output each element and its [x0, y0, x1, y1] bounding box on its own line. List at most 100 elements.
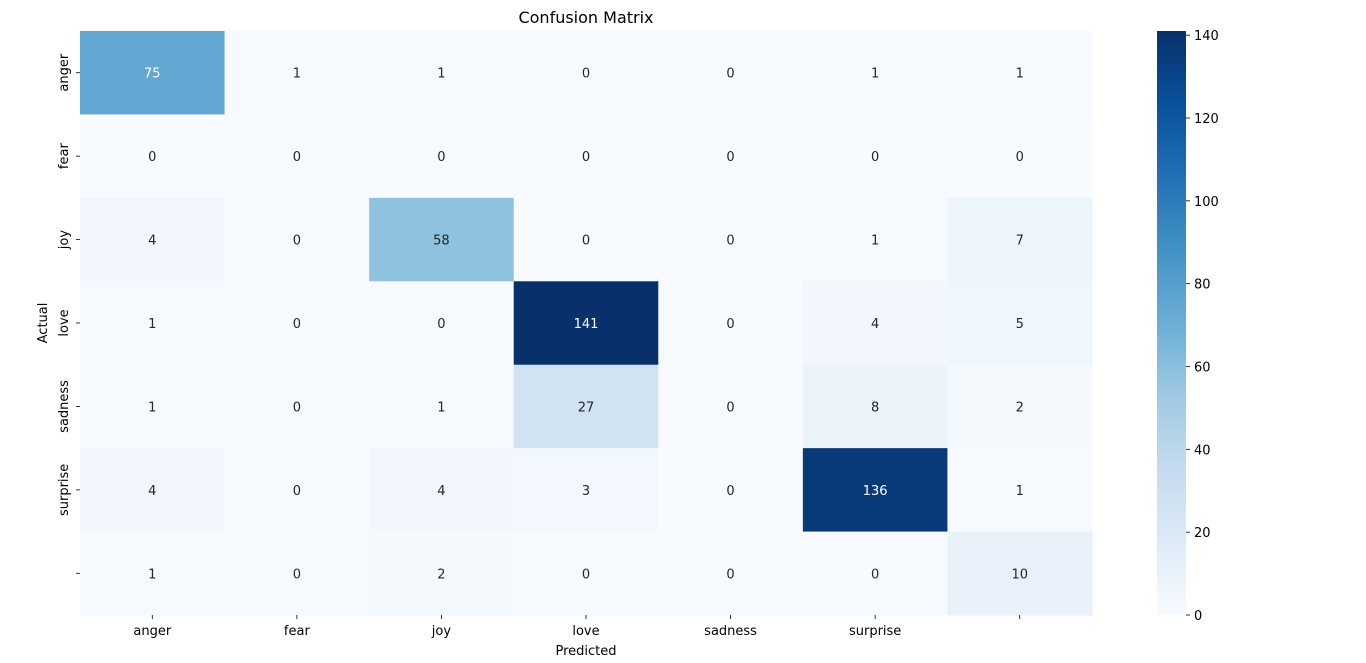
heatmap-cell	[658, 114, 804, 199]
x-tick-label: surprise	[849, 624, 901, 639]
cell-value-label: 0	[293, 150, 301, 165]
heatmap-cell	[224, 531, 370, 616]
cell-value-label: 0	[582, 150, 590, 165]
x-tick-label: sadness	[704, 624, 757, 639]
heatmap-cell	[80, 281, 226, 366]
cell-value-label: 1	[148, 400, 156, 415]
colorbar-ticks: 0 20 40 60 80 100 120 140	[1186, 29, 1219, 624]
heatmap-cell	[513, 197, 659, 282]
x-tick-label: love	[572, 624, 599, 639]
heatmap-cell	[369, 114, 515, 199]
x-axis-label: Predicted	[555, 644, 616, 659]
x-axis-ticks: anger fear joy love sadness surprise	[133, 615, 1021, 639]
heatmap-cell	[947, 31, 1093, 115]
heatmap-cell	[802, 281, 948, 366]
heatmap-cell	[658, 31, 804, 115]
heatmap-cell	[80, 31, 226, 115]
cell-value-label: 0	[871, 567, 879, 582]
heatmap-cell	[224, 281, 370, 366]
cell-value-label: 0	[726, 234, 734, 249]
cell-value-label: 0	[726, 317, 734, 332]
heatmap-cell	[802, 114, 948, 199]
cell-value-label: 0	[293, 234, 301, 249]
heatmap-cell	[369, 197, 515, 282]
heatmap-cells: 75 1 1 0 0 1 10 0 0 0 0 0 04 0 58 0 0 1 71 0 0 141 0 4 51 0 1 27 0 8 2…	[80, 31, 1093, 616]
heatmap-cell	[947, 448, 1093, 533]
cell-value-label: 1	[1016, 484, 1024, 499]
heatmap-cell	[224, 114, 370, 199]
cell-value-label: 1	[437, 400, 445, 415]
cell-value-label: 0	[582, 67, 590, 82]
cell-value-label: 27	[578, 400, 595, 415]
colorbar-tick-label: 0	[1194, 609, 1202, 624]
cell-value-label: 0	[293, 484, 301, 499]
heatmap-cell	[513, 448, 659, 533]
heatmap-cell	[658, 281, 804, 366]
heatmap-cell	[658, 531, 804, 616]
cell-value-label: 4	[871, 317, 879, 332]
cell-value-label: 0	[726, 484, 734, 499]
cell-value-label: 3	[582, 484, 590, 499]
x-tick-label: joy	[431, 624, 452, 639]
cell-value-label: 75	[144, 67, 161, 82]
colorbar	[1157, 31, 1186, 615]
cell-value-label: 8	[871, 400, 879, 415]
heatmap-cell	[513, 31, 659, 115]
heatmap-cell	[80, 448, 226, 533]
cell-value-label: 0	[148, 150, 156, 165]
heatmap-cell	[224, 448, 370, 533]
heatmap-cell	[369, 531, 515, 616]
colorbar-tick-label: 20	[1194, 526, 1211, 541]
heatmap-cell	[80, 114, 226, 199]
cell-value-label: 0	[437, 150, 445, 165]
heatmap-cell	[369, 281, 515, 366]
cell-value-label: 4	[437, 484, 445, 499]
y-axis-ticks: anger fear joy love sadness surprise	[57, 53, 80, 574]
cell-value-label: 4	[148, 484, 156, 499]
y-axis-label: Actual	[36, 303, 51, 344]
heatmap-cell	[658, 197, 804, 282]
y-tick-label: surprise	[57, 464, 72, 516]
y-tick-label: fear	[57, 143, 72, 170]
heatmap-cell	[80, 531, 226, 616]
cell-value-label: 1	[293, 67, 301, 82]
heatmap-cell	[802, 448, 948, 533]
cell-value-label: 0	[293, 317, 301, 332]
y-tick-label: anger	[57, 53, 72, 91]
cell-value-label: 0	[582, 234, 590, 249]
heatmap-cell	[224, 197, 370, 282]
y-tick-label: sadness	[57, 380, 72, 433]
heatmap-cell	[802, 197, 948, 282]
heatmap-cell	[369, 31, 515, 115]
heatmap-cell	[947, 531, 1093, 616]
heatmap-cell	[224, 364, 370, 449]
cell-value-label: 1	[1016, 67, 1024, 82]
cell-value-label: 2	[437, 567, 445, 582]
cell-value-label: 141	[574, 317, 599, 332]
heatmap-cell	[802, 531, 948, 616]
y-tick-label: love	[57, 309, 72, 336]
cell-value-label: 0	[437, 317, 445, 332]
cell-value-label: 0	[293, 567, 301, 582]
heatmap-cell	[658, 448, 804, 533]
heatmap-cell	[658, 364, 804, 449]
cell-value-label: 0	[293, 400, 301, 415]
y-tick-label: joy	[57, 230, 72, 251]
heatmap-cell	[947, 364, 1093, 449]
cell-value-label: 58	[433, 234, 450, 249]
colorbar-tick-label: 140	[1194, 29, 1219, 44]
heatmap-cell	[802, 364, 948, 449]
cell-value-label: 0	[582, 567, 590, 582]
x-tick-label: fear	[284, 624, 311, 639]
cell-value-label: 0	[726, 567, 734, 582]
chart-title: Confusion Matrix	[518, 8, 653, 27]
cell-value-label: 5	[1016, 317, 1024, 332]
cell-value-label: 0	[726, 67, 734, 82]
colorbar-tick-label: 80	[1194, 278, 1211, 293]
cell-value-label: 1	[437, 67, 445, 82]
colorbar-tick-label: 60	[1194, 360, 1211, 375]
heatmap-cell	[80, 197, 226, 282]
cell-value-label: 4	[148, 234, 156, 249]
heatmap-cell	[369, 448, 515, 533]
